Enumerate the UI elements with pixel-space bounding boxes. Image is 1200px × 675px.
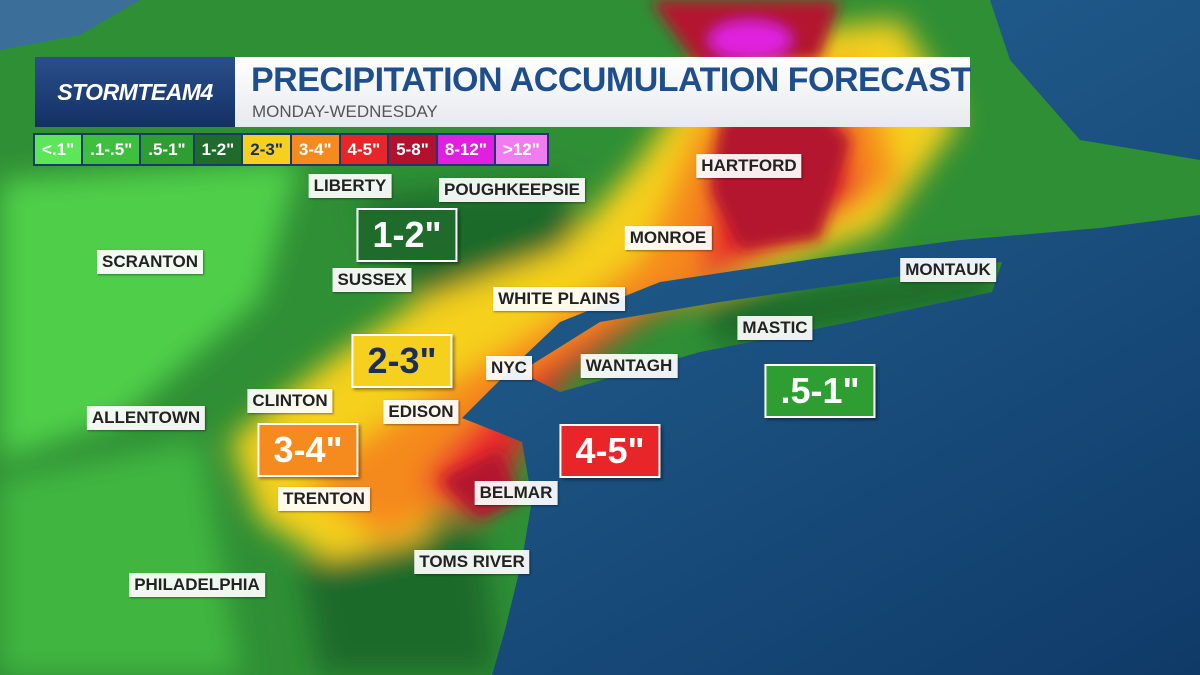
city-label: POUGHKEEPSIE xyxy=(438,178,586,202)
legend-item: 5-8" xyxy=(389,135,436,164)
city-label: MASTIC xyxy=(737,316,813,340)
city-label: WHITE PLAINS xyxy=(493,287,625,311)
lake xyxy=(0,0,140,50)
amount-callout: 3-4" xyxy=(257,423,359,477)
amount-callout: 1-2" xyxy=(356,208,458,262)
logo: STORMTEAM4 xyxy=(35,57,235,127)
city-label: MONROE xyxy=(624,226,712,250)
city-label: PHILADELPHIA xyxy=(129,573,265,597)
legend-item: 3-4" xyxy=(291,135,339,164)
legend-item: 4-5" xyxy=(340,135,388,164)
legend-item: .1-.5" xyxy=(83,135,140,164)
title: PRECIPITATION ACCUMULATION FORECAST xyxy=(251,61,971,99)
legend-item: 2-3" xyxy=(243,135,290,164)
city-label: MONTAUK xyxy=(900,258,996,282)
city-label: NYC xyxy=(486,356,532,380)
city-label: CLINTON xyxy=(247,389,333,413)
city-label: TRENTON xyxy=(278,487,370,511)
city-label: LIBERTY xyxy=(308,174,392,198)
subtitle: MONDAY-WEDNESDAY xyxy=(252,102,438,121)
amount-callout: 4-5" xyxy=(559,424,661,478)
city-label: SUSSEX xyxy=(332,268,412,292)
city-label: SCRANTON xyxy=(96,250,204,274)
legend: <.1" .1-.5" .5-1" 1-2" 2-3" 3-4" 4-5" 5-8" 8-12"… xyxy=(33,133,549,166)
amount-callout: 2-3" xyxy=(351,334,453,388)
legend-item: 8-12" xyxy=(437,135,494,164)
city-label: WANTAGH xyxy=(580,354,678,378)
city-label: ALLENTOWN xyxy=(86,406,206,430)
legend-item: .5-1" xyxy=(141,135,193,164)
amount-callout: .5-1" xyxy=(764,364,876,418)
city-label: TOMS RIVER xyxy=(414,550,530,574)
legend-item: 1-2" xyxy=(194,135,242,164)
legend-item: <.1" xyxy=(35,135,82,164)
legend-item: >12" xyxy=(495,135,547,164)
title-box: PRECIPITATION ACCUMULATION FORECAST MOND… xyxy=(235,57,971,127)
city-label: EDISON xyxy=(383,400,459,424)
city-label: BELMAR xyxy=(474,481,558,505)
city-label: HARTFORD xyxy=(696,154,802,178)
